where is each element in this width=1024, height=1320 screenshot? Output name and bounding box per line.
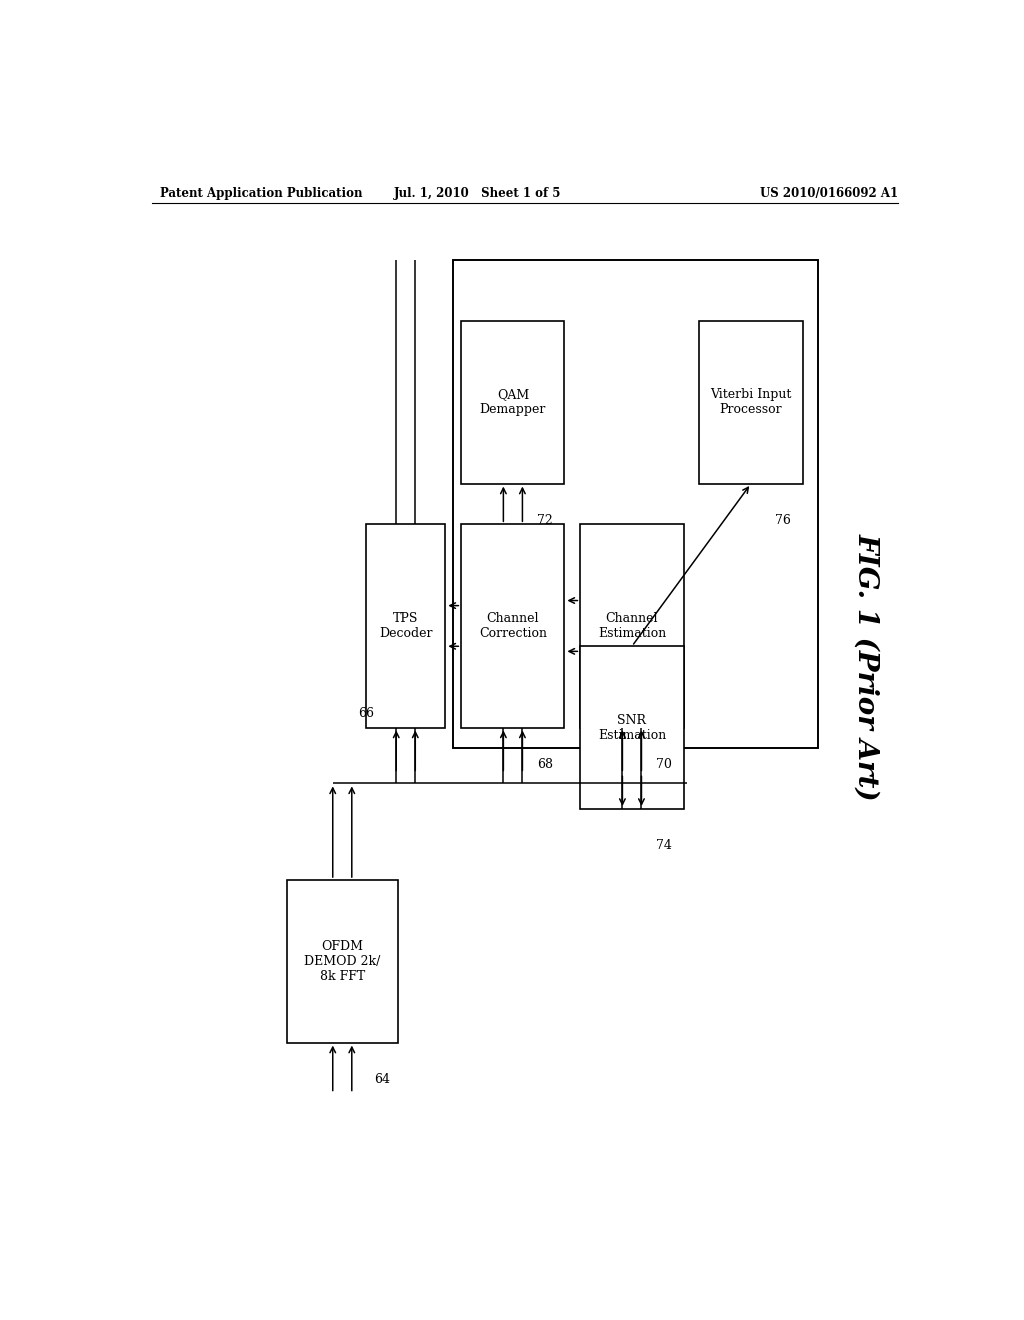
Bar <box>699 321 803 483</box>
Text: 74: 74 <box>655 840 672 853</box>
Text: US 2010/0166092 A1: US 2010/0166092 A1 <box>760 187 898 199</box>
Text: Viterbi Input
Processor: Viterbi Input Processor <box>711 388 792 416</box>
Bar <box>581 524 684 727</box>
Text: OFDM
DEMOD 2k/
8k FFT: OFDM DEMOD 2k/ 8k FFT <box>304 940 381 983</box>
Text: Channel
Estimation: Channel Estimation <box>598 612 666 640</box>
Text: 72: 72 <box>537 515 553 527</box>
Text: TPS
Decoder: TPS Decoder <box>379 612 432 640</box>
Bar <box>461 524 564 727</box>
Text: 64: 64 <box>374 1073 390 1086</box>
Bar <box>287 880 398 1043</box>
Bar <box>581 647 684 809</box>
Text: 70: 70 <box>655 758 672 771</box>
Text: Jul. 1, 2010   Sheet 1 of 5: Jul. 1, 2010 Sheet 1 of 5 <box>393 187 561 199</box>
Text: QAM
Demapper: QAM Demapper <box>479 388 546 416</box>
Text: 68: 68 <box>537 758 553 771</box>
Text: FIG. 1 (Prior Art): FIG. 1 (Prior Art) <box>853 533 880 800</box>
Text: Channel
Correction: Channel Correction <box>479 612 547 640</box>
Bar <box>454 260 818 748</box>
Bar <box>367 524 445 727</box>
Text: Patent Application Publication: Patent Application Publication <box>160 187 362 199</box>
Text: 66: 66 <box>358 708 374 721</box>
Bar <box>461 321 564 483</box>
Text: 76: 76 <box>775 515 791 527</box>
Text: SNR
Estimation: SNR Estimation <box>598 714 666 742</box>
